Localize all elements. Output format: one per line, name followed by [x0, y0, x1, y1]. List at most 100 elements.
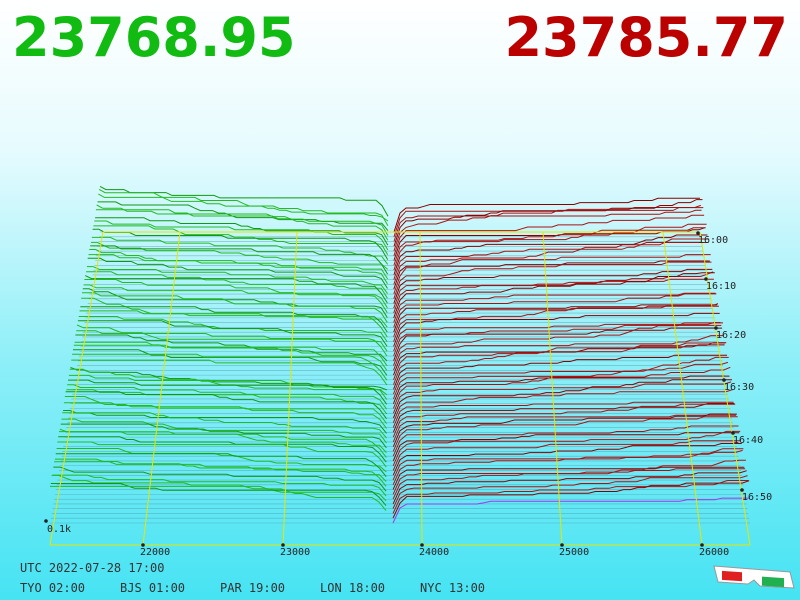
depth-tick — [44, 519, 48, 523]
bid-depth-line — [67, 384, 388, 410]
zone-time: LON 18:00 — [320, 581, 386, 595]
bid-depth-line — [58, 436, 387, 463]
ask-depth-line — [392, 497, 750, 524]
bid-depth-line — [88, 254, 388, 284]
price-tick — [420, 543, 424, 547]
ask-depth-line — [392, 480, 750, 519]
price-grid-line — [419, 231, 423, 546]
glasses-icon — [713, 565, 795, 589]
ask-depth-line — [392, 414, 737, 443]
ask-depth-line — [392, 449, 743, 481]
ask-depth-line — [392, 413, 737, 447]
bid-depth-line — [84, 275, 388, 304]
time-tick — [714, 326, 718, 330]
price-label: 23000 — [280, 547, 310, 558]
bid-depth-line — [98, 188, 389, 222]
frame-line — [49, 231, 104, 546]
bid-depth-line — [73, 344, 388, 371]
ask-depth-line — [393, 342, 727, 385]
time-tick — [740, 488, 744, 492]
bid-depth-line — [86, 271, 388, 299]
time-label: 16:50 — [742, 492, 772, 503]
price-label: 22000 — [140, 547, 170, 558]
ask-depth-line — [393, 304, 718, 333]
bid-depth-line — [92, 228, 389, 260]
time-label: 16:10 — [706, 281, 736, 292]
bid-depth-line — [70, 367, 387, 391]
bid-depth-line — [54, 461, 387, 487]
ask-depth-line — [392, 448, 744, 486]
ask-depth-line — [392, 381, 732, 414]
bid-price: 23768.95 — [12, 6, 296, 69]
price-grid-line — [542, 231, 563, 546]
ask-depth-line — [392, 466, 745, 490]
ask-depth-line — [393, 327, 723, 361]
bid-depth-line — [79, 310, 388, 338]
ask-depth-line — [393, 272, 715, 319]
bid-depth-line — [95, 217, 389, 246]
zone-time: TYO 02:00 — [20, 581, 86, 595]
bid-depth-line — [63, 402, 388, 429]
price-grid-line — [662, 231, 703, 546]
ask-depth-line — [392, 480, 749, 514]
bid-depth-line — [53, 466, 387, 492]
ask-depth-line — [392, 440, 741, 471]
time-tick — [704, 277, 708, 281]
bid-depth-line — [80, 306, 388, 333]
ask-price: 23785.77 — [504, 6, 788, 69]
price-tick — [141, 543, 145, 547]
bid-depth-line — [76, 324, 388, 352]
bid-depth-line — [71, 359, 388, 386]
bid-depth-line — [98, 193, 389, 227]
price-label: 25000 — [559, 547, 589, 558]
ask-depth-line — [393, 227, 706, 261]
ask-depth-line — [393, 234, 708, 276]
bid-depth-line — [91, 241, 388, 270]
ask-depth-line — [392, 375, 730, 404]
ask-depth-line — [393, 322, 721, 352]
ask-depth-line — [393, 214, 705, 257]
ask-depth-line — [392, 468, 746, 495]
utc-time: UTC 2022-07-28 17:00 — [20, 561, 165, 575]
ask-depth-line — [392, 443, 742, 476]
price-label: 24000 — [419, 547, 449, 558]
ask-depth-line — [393, 261, 712, 299]
bid-depth-line — [93, 225, 389, 256]
bid-depth-line — [50, 485, 387, 511]
bid-depth-line — [83, 284, 388, 313]
ask-depth-line — [392, 475, 748, 509]
time-label: 16:30 — [724, 382, 754, 393]
bid-depth-line — [94, 220, 389, 251]
bid-depth-line — [64, 396, 388, 424]
bid-depth-line — [72, 353, 388, 381]
bid-depth-line — [54, 458, 387, 482]
ask-depth-line — [393, 207, 704, 252]
bid-depth-line — [76, 330, 388, 357]
depth-label: 0.1k — [47, 524, 71, 535]
ask-depth-line — [393, 335, 724, 371]
bid-depth-line — [87, 257, 388, 289]
bid-depth-line — [81, 297, 388, 328]
price-tick — [281, 543, 285, 547]
bid-depth-line — [97, 201, 389, 231]
bid-depth-line — [75, 334, 388, 362]
ask-depth-line — [392, 403, 735, 433]
bid-depth-line — [86, 266, 388, 294]
ask-depth-line — [393, 268, 713, 304]
bid-depth-line — [61, 418, 387, 444]
ask-depth-line — [393, 322, 723, 366]
time-label: 16:40 — [733, 435, 763, 446]
bid-depth-line — [65, 391, 388, 420]
price-tick — [700, 543, 704, 547]
ask-depth-line — [392, 401, 734, 428]
ask-depth-line — [392, 403, 736, 438]
ask-depth-line — [392, 432, 740, 462]
bid-depth-line — [68, 374, 388, 400]
bid-depth-line — [60, 423, 387, 449]
ask-depth-line — [393, 292, 716, 323]
ask-depth-line — [392, 361, 729, 395]
bid-depth-line — [90, 245, 389, 275]
ask-depth-line — [392, 379, 732, 419]
ask-depth-line — [393, 197, 700, 233]
